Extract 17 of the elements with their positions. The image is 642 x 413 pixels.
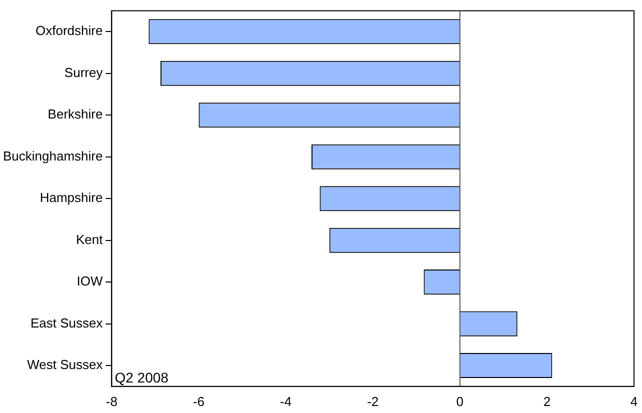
x-tick-label: 0 xyxy=(456,394,464,409)
y-tick-label: West Sussex xyxy=(27,357,104,372)
y-tick-label: Hampshire xyxy=(40,190,103,206)
x-tick-label: 4 xyxy=(630,394,638,409)
y-tick-label: Oxfordshire xyxy=(36,23,103,38)
y-tick-label: Kent xyxy=(76,232,104,247)
x-tick-label: 2 xyxy=(543,394,551,409)
annotation: Q2 2008 xyxy=(114,369,169,386)
y-tick-label: IOW xyxy=(76,274,104,289)
y-tick-label: Surrey xyxy=(64,64,104,80)
y-tick-label: Buckinghamshire xyxy=(2,148,103,164)
x-tick-label: -4 xyxy=(280,394,292,409)
x-tick-label: -2 xyxy=(367,394,379,409)
x-tick-label: -6 xyxy=(192,394,205,409)
x-tick-label: -8 xyxy=(106,394,118,409)
y-tick-label: East Sussex xyxy=(30,315,104,330)
y-tick-label: Berkshire xyxy=(48,106,103,122)
